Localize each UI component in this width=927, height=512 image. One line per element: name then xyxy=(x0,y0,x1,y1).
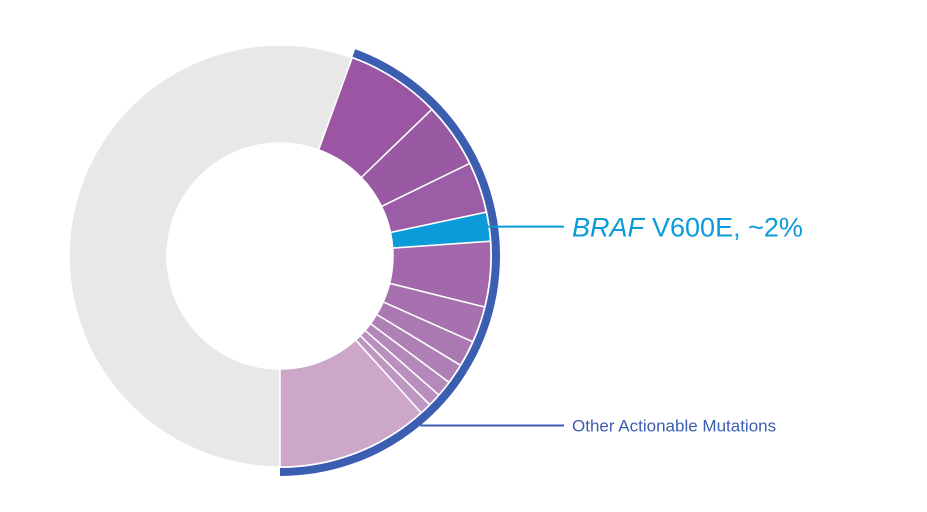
donut-slice-12 xyxy=(279,338,423,468)
other-actionable-mutations-arc xyxy=(279,49,500,476)
other-actionable-mutations-label: Other Actionable Mutations xyxy=(572,416,776,435)
donut-slice-0 xyxy=(68,44,354,468)
donut-slices xyxy=(68,44,492,468)
braf-mutation-value: V600E, ~2% xyxy=(652,213,803,243)
braf-gene-name: BRAF xyxy=(572,213,646,243)
braf-v600e-label: BRAF V600E, ~2% xyxy=(572,213,803,243)
